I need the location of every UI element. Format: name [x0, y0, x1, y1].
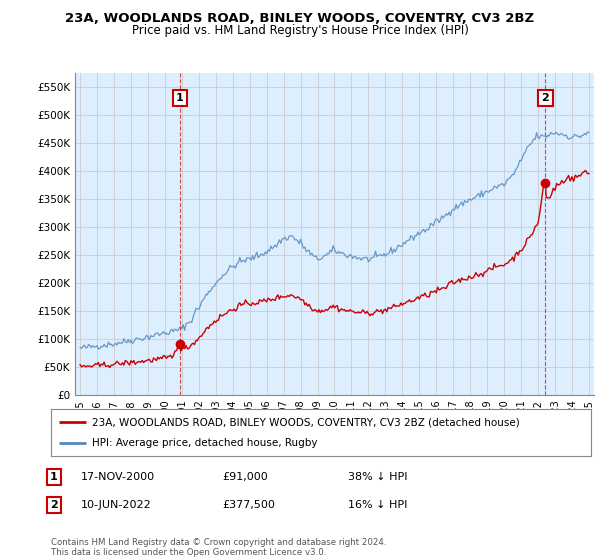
Text: HPI: Average price, detached house, Rugby: HPI: Average price, detached house, Rugb… [91, 438, 317, 448]
Text: 1: 1 [176, 93, 184, 103]
Text: 1: 1 [50, 472, 58, 482]
Text: £91,000: £91,000 [222, 472, 268, 482]
Text: 2: 2 [50, 500, 58, 510]
Text: 17-NOV-2000: 17-NOV-2000 [81, 472, 155, 482]
Text: Contains HM Land Registry data © Crown copyright and database right 2024.
This d: Contains HM Land Registry data © Crown c… [51, 538, 386, 557]
Text: 38% ↓ HPI: 38% ↓ HPI [348, 472, 407, 482]
Text: 23A, WOODLANDS ROAD, BINLEY WOODS, COVENTRY, CV3 2BZ: 23A, WOODLANDS ROAD, BINLEY WOODS, COVEN… [65, 12, 535, 25]
Text: 10-JUN-2022: 10-JUN-2022 [81, 500, 152, 510]
Text: 23A, WOODLANDS ROAD, BINLEY WOODS, COVENTRY, CV3 2BZ (detached house): 23A, WOODLANDS ROAD, BINLEY WOODS, COVEN… [91, 417, 519, 427]
Text: 16% ↓ HPI: 16% ↓ HPI [348, 500, 407, 510]
Text: 2: 2 [542, 93, 550, 103]
Text: Price paid vs. HM Land Registry's House Price Index (HPI): Price paid vs. HM Land Registry's House … [131, 24, 469, 36]
Text: £377,500: £377,500 [222, 500, 275, 510]
